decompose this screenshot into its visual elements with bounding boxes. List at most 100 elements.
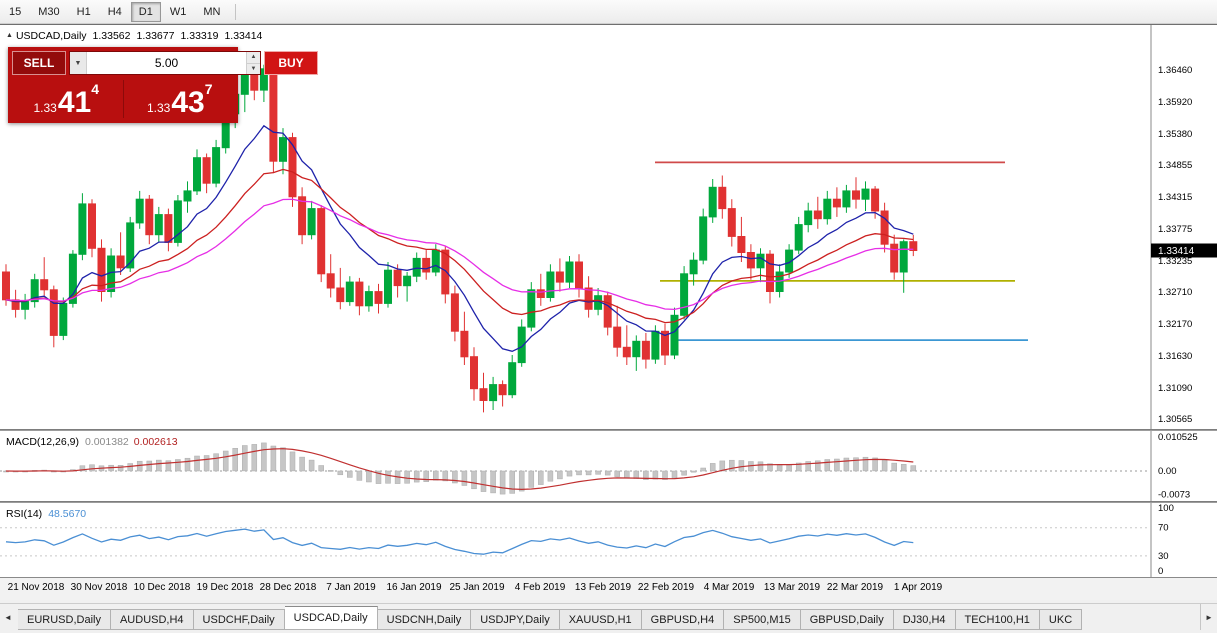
volume-spinner[interactable]: ▲ ▼: [246, 52, 260, 74]
time-axis-label: 25 Jan 2019: [449, 582, 505, 593]
spinner-down-icon[interactable]: ▼: [247, 63, 260, 74]
price-axis-label: 1.33235: [1158, 256, 1192, 267]
macd-title: MACD(12,26,9): [6, 436, 79, 448]
chart-tabs-bar: ◄ EURUSD,Daily AUDUSD,H4 USDCHF,Daily USDCAD…: [0, 603, 1217, 630]
current-price-tag: [1151, 243, 1217, 258]
candles-layer: [2, 57, 918, 413]
tab-usdchf-daily[interactable]: USDCHF,Daily: [193, 609, 285, 630]
volume-dropdown-icon[interactable]: ▼: [70, 52, 87, 74]
macd-signal-value: 0.002613: [133, 436, 178, 448]
main-chart-panel: 1.36460 1.35920 1.35380 1.34855 1.34315 1.337…: [0, 25, 1217, 429]
buy-price-pipette: 7: [204, 81, 213, 97]
timeframe-button-mn[interactable]: MN: [195, 2, 228, 22]
rsi-header: RSI(14) 48.5670: [6, 508, 86, 520]
macd-axis-label: 0.010525: [1158, 432, 1198, 443]
tab-xauusd-h1[interactable]: XAUUSD,H1: [559, 609, 642, 630]
timeframe-button-w1[interactable]: W1: [162, 2, 195, 22]
volume-input-group: ▼ ▲▼: [69, 51, 261, 75]
macd-axis-label: -0.0073: [1158, 490, 1190, 501]
tab-dj30-h4[interactable]: DJ30,H4: [893, 609, 956, 630]
timeframe-button-m30[interactable]: M30: [30, 2, 67, 22]
timeframe-button-h1[interactable]: H1: [69, 2, 99, 22]
time-axis[interactable]: 21 Nov 2018 30 Nov 2018 10 Dec 2018 19 Dec …: [0, 577, 1217, 600]
ma-fast-blue: [5, 124, 914, 352]
tab-tech100-h1[interactable]: TECH100,H1: [955, 609, 1040, 630]
tab-audusd-h4[interactable]: AUDUSD,H4: [110, 609, 194, 630]
price-axis-label: 1.33775: [1158, 224, 1192, 235]
time-axis-label: 21 Nov 2018: [7, 582, 65, 593]
volume-input[interactable]: [87, 52, 246, 74]
tab-usdjpy-daily[interactable]: USDJPY,Daily: [471, 609, 560, 630]
chart-symbol-title: USDCAD,Daily: [15, 30, 87, 42]
macd-histogram: [3, 442, 917, 495]
rsi-title: RSI(14): [6, 508, 43, 520]
tab-eurusd-daily[interactable]: EURUSD,Daily: [18, 609, 111, 630]
price-axis-label: 1.35920: [1158, 97, 1192, 108]
tab-gbpusd-daily[interactable]: GBPUSD,Daily: [800, 609, 894, 630]
macd-indicator-panel: 0.010525 0.00 -0.0073 MACD(12,26,9) 0.00138…: [0, 431, 1217, 501]
macd-axis-label: 0.00: [1158, 466, 1177, 477]
macd-header: MACD(12,26,9) 0.001382 0.002613: [6, 436, 178, 448]
time-axis-label: 22 Feb 2019: [637, 582, 695, 593]
time-axis-label: 13 Feb 2019: [574, 582, 632, 593]
time-axis-label: 7 Jan 2019: [326, 582, 376, 593]
time-axis-label: 16 Jan 2019: [386, 582, 442, 593]
buy-price-big-digits: 43: [171, 86, 205, 119]
buy-price-prefix: 1.33: [146, 101, 171, 115]
timeframe-toolbar: 15 M30 H1 H4 D1 W1 MN: [0, 0, 1217, 24]
panel-resize-handle[interactable]: [0, 429, 1217, 431]
chart-ohlc-header: ▲ USDCAD,Daily 1.33562 1.33677 1.33319 1.3341…: [6, 30, 262, 42]
tabs-scroll-left-icon[interactable]: ◄: [0, 604, 16, 630]
time-axis-label: 1 Apr 2019: [893, 582, 943, 593]
rsi-axis-label: 0: [1158, 566, 1163, 577]
price-axis-label: 1.36460: [1158, 65, 1192, 76]
price-axis-label: 1.35380: [1158, 129, 1192, 140]
rsi-value: 48.5670: [48, 508, 87, 520]
chart-marker-icon: ▲: [6, 32, 13, 39]
rsi-line: [5, 528, 914, 555]
price-axis-label: 1.34855: [1158, 160, 1192, 171]
buy-button[interactable]: BUY: [264, 51, 318, 75]
rsi-axis-label: 70: [1158, 523, 1169, 534]
time-axis-label: 19 Dec 2018: [196, 582, 254, 593]
sell-button[interactable]: SELL: [12, 51, 66, 75]
rsi-indicator-panel: 100 70 30 0 RSI(14) 48.5670: [0, 503, 1217, 577]
price-axis-label: 1.31630: [1158, 351, 1192, 362]
candlestick-chart[interactable]: 1.364601.359201.353801.348551.343151.337…: [0, 25, 1217, 429]
sell-price-big-digits: 41: [57, 86, 92, 119]
time-axis-label: 13 Mar 2019: [763, 582, 821, 593]
tab-sp500-m15[interactable]: SP500,M15: [724, 609, 801, 630]
price-axis-label: 1.32170: [1158, 319, 1192, 330]
sell-price-pipette: 4: [91, 81, 100, 97]
tabs-scroll-right-icon[interactable]: ►: [1200, 604, 1217, 630]
price-axis-label: 1.34315: [1158, 192, 1192, 203]
timeframe-button-15[interactable]: 15: [1, 2, 29, 22]
tab-gbpusd-h4[interactable]: GBPUSD,H4: [641, 609, 725, 630]
ohlc-open: 1.33562: [92, 30, 131, 42]
time-axis-label: 22 Mar 2019: [826, 582, 884, 593]
spinner-up-icon[interactable]: ▲: [247, 52, 260, 64]
panel-resize-handle[interactable]: [0, 501, 1217, 503]
trend-lines-layer: [655, 161, 1028, 342]
price-axis-label: 1.31090: [1158, 383, 1192, 394]
timeframe-button-d1[interactable]: D1: [130, 1, 161, 22]
time-axis-label: 4 Feb 2019: [514, 582, 566, 593]
rsi-indicator-chart[interactable]: 100 70 30 0: [0, 503, 1217, 577]
tab-usdcad-daily[interactable]: USDCAD,Daily: [284, 606, 378, 630]
price-axis[interactable]: 1.36460 1.35920 1.35380 1.34855 1.34315 1.337…: [1158, 65, 1192, 425]
price-divider: [122, 80, 124, 118]
ma-mid-red: [5, 168, 914, 324]
tab-usdcnh-daily[interactable]: USDCNH,Daily: [377, 609, 472, 630]
buy-price-display[interactable]: 1.33 43 7: [126, 78, 235, 120]
tab-ukc[interactable]: UKC: [1039, 609, 1083, 630]
toolbar-separator: [235, 3, 237, 20]
timeframe-button-h4[interactable]: H4: [100, 2, 130, 22]
current-price-tag-label: 1.33414: [1158, 246, 1195, 257]
ohlc-low: 1.33319: [180, 30, 219, 42]
time-axis-label: 28 Dec 2018: [259, 582, 317, 593]
ohlc-high: 1.33677: [136, 30, 175, 42]
sell-price-display[interactable]: 1.33 41 4: [12, 78, 121, 120]
macd-indicator-chart[interactable]: 0.010525 0.00 -0.0073: [0, 431, 1217, 501]
price-axis-label: 1.30565: [1158, 414, 1192, 425]
